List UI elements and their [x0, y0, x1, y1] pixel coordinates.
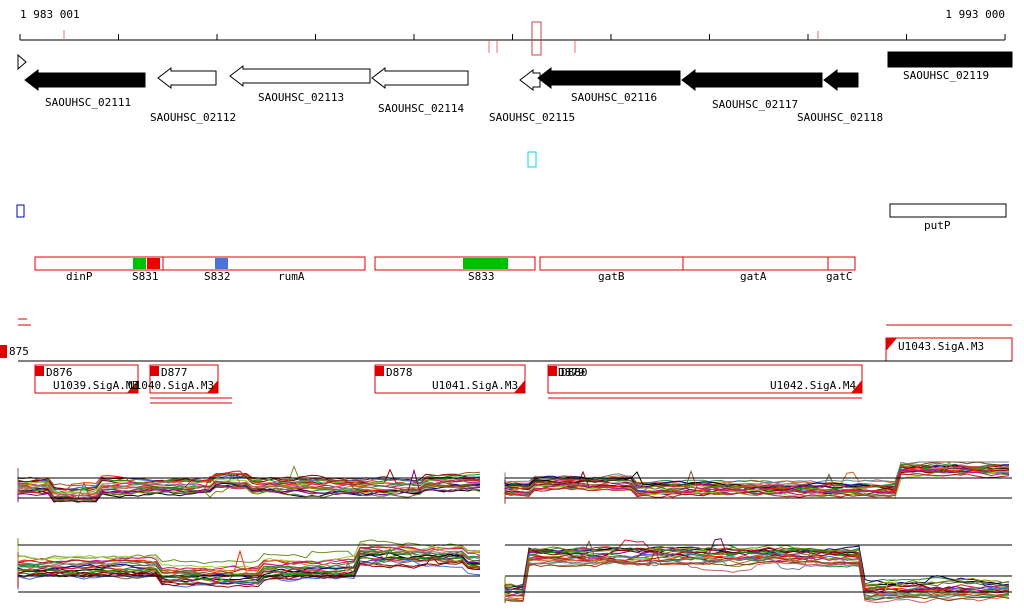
tss-marker[interactable] — [0, 345, 7, 358]
expression-trace — [504, 469, 1010, 497]
tss-marker[interactable] — [548, 366, 557, 376]
flag-icon — [127, 380, 138, 393]
expression-trace — [17, 546, 481, 574]
expression-trace — [504, 548, 1010, 603]
expression-trace — [17, 556, 481, 586]
gene-arrow[interactable] — [24, 68, 146, 92]
feature-label: D878 — [386, 366, 413, 379]
tss-marker[interactable] — [375, 366, 384, 376]
operon-label: gatA — [740, 270, 767, 283]
operon-label: S833 — [468, 270, 495, 283]
tss-marker[interactable] — [150, 366, 159, 376]
gene-label: SAOUHSC_02111 — [45, 96, 131, 109]
operon-segment[interactable] — [133, 258, 146, 269]
blue-feature-marker[interactable] — [16, 204, 25, 218]
transcript-box[interactable] — [149, 364, 219, 394]
feature-label: D877 — [161, 366, 188, 379]
expression-trace — [504, 549, 1010, 603]
flag-icon — [886, 338, 897, 351]
cyan-selection-marker[interactable] — [527, 151, 537, 168]
feature-label: D879 — [558, 366, 585, 379]
flag-icon — [851, 380, 862, 393]
gene-label: SAOUHSC_02117 — [712, 98, 798, 111]
gene-box-putp[interactable] — [889, 203, 1007, 218]
transcript-box[interactable] — [34, 364, 139, 394]
feature-label: U1040.SigA.M3 — [128, 379, 214, 392]
expression-trace — [17, 472, 481, 493]
gene-arrow[interactable] — [823, 68, 859, 92]
gene-label: putP — [924, 219, 951, 232]
gene-label: SAOUHSC_02112 — [150, 111, 236, 124]
flag-icon — [514, 380, 525, 393]
gene-arrow[interactable] — [537, 66, 681, 90]
operon-label: gatC — [826, 270, 853, 283]
ruler-selection-box — [531, 21, 542, 56]
expression-trace — [504, 561, 1010, 604]
plot-panel[interactable] — [18, 461, 480, 522]
expression-trace — [17, 468, 481, 503]
expression-trace — [17, 555, 481, 588]
gene-arrow-partial[interactable] — [17, 53, 27, 71]
gene-label: SAOUHSC_02116 — [571, 91, 657, 104]
expression-trace — [504, 557, 1010, 603]
operon-segment[interactable] — [215, 258, 228, 269]
gene-label: SAOUHSC_02119 — [903, 69, 989, 82]
expression-trace — [17, 548, 481, 584]
gene-arrow[interactable] — [519, 68, 541, 92]
expression-trace — [17, 559, 481, 590]
feature-label: U1041.SigA.M3 — [432, 379, 518, 392]
feature-label: U1039.SigA.M3 — [53, 379, 139, 392]
operon-label: gatB — [598, 270, 625, 283]
gene-arrow[interactable] — [371, 66, 469, 90]
expression-trace — [504, 469, 1010, 500]
operon-segment[interactable] — [147, 258, 160, 269]
gene-bar[interactable] — [887, 51, 1013, 68]
expression-trace — [17, 471, 481, 496]
gene-arrow[interactable] — [157, 66, 217, 90]
ruler-start-label: 1 983 001 — [20, 8, 80, 21]
flag-icon — [207, 380, 218, 393]
expression-trace — [17, 477, 481, 502]
transcript-box[interactable] — [374, 364, 526, 394]
operon-box[interactable] — [539, 256, 856, 271]
feature-label: U1043.SigA.M3 — [898, 340, 984, 353]
operon-label: dinP — [66, 270, 93, 283]
gene-label: SAOUHSC_02115 — [489, 111, 575, 124]
transcript-box[interactable] — [547, 364, 863, 394]
gene-arrow[interactable] — [681, 68, 823, 92]
expression-trace — [504, 539, 1010, 591]
feature-label: 875 — [9, 345, 29, 358]
gene-arrow[interactable] — [229, 64, 371, 88]
operon-box[interactable] — [34, 256, 366, 271]
operon-box[interactable] — [374, 256, 536, 271]
gene-label: SAOUHSC_02114 — [378, 102, 464, 115]
tss-marker[interactable] — [35, 366, 44, 376]
expression-trace — [17, 548, 481, 572]
operon-label: S831 — [132, 270, 159, 283]
operon-label: rumA — [278, 270, 305, 283]
expression-trace — [504, 473, 1010, 504]
gene-label: SAOUHSC_02118 — [797, 111, 883, 124]
expression-trace — [504, 471, 1010, 504]
expression-trace — [17, 552, 480, 583]
ruler-end-label: 1 993 000 — [945, 8, 1005, 21]
expression-trace — [504, 547, 1010, 592]
operon-label: S832 — [204, 270, 231, 283]
operon-segment[interactable] — [463, 258, 508, 269]
feature-label: U1042.SigA.M4 — [770, 379, 856, 392]
feature-label: D880 — [561, 366, 588, 379]
feature-label: D876 — [46, 366, 73, 379]
gene-label: SAOUHSC_02113 — [258, 91, 344, 104]
